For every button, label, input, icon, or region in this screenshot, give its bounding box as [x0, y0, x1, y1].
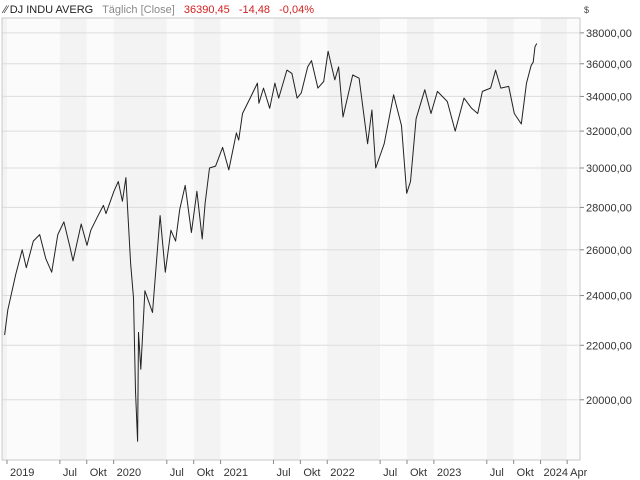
x-tick-label: Jul	[490, 467, 504, 479]
period-bands	[2, 18, 580, 460]
period-band	[166, 18, 194, 460]
price-change-percent: -0,04%	[279, 4, 314, 16]
period-band	[59, 18, 87, 460]
chart-legend: ⁄⁄ DJ INDU AVERG Täglich [Close] 36390,45…	[4, 3, 320, 17]
period-band	[327, 18, 381, 460]
plot-frame	[1, 17, 581, 461]
period-band	[6, 18, 60, 460]
period-band	[380, 18, 408, 460]
series-line	[4, 43, 538, 442]
last-price: 36390,45	[183, 4, 230, 16]
x-tick-label: 2022	[330, 467, 354, 479]
x-tick-label: Okt	[410, 467, 427, 479]
period-band	[567, 18, 580, 460]
period-band	[433, 18, 487, 460]
y-tick-label: 20000,00	[586, 395, 632, 407]
period-band	[220, 18, 274, 460]
y-tick-label: 24000,00	[586, 291, 632, 303]
y-tick-label: 38000,00	[586, 28, 632, 40]
series-group	[4, 43, 538, 442]
x-tick-label: 2019	[10, 467, 34, 479]
x-tick-label: Okt	[517, 467, 534, 479]
y-tick-label: 22000,00	[586, 340, 632, 352]
x-tick-label: Okt	[197, 467, 214, 479]
period-band	[86, 18, 114, 460]
y-tick-label: 28000,00	[586, 202, 632, 214]
grid-lines	[2, 32, 580, 401]
period-band	[193, 18, 221, 460]
x-tick-label: Apr	[570, 467, 587, 479]
instrument-name: DJ INDU AVERG	[9, 4, 94, 16]
x-tick-label: 2020	[117, 467, 141, 479]
x-axis: 2019 Jul Okt 2020 Jul Okt 2021 Jul Okt 2022 Jul Okt…	[6, 460, 588, 479]
y-tick-label: 32000,00	[586, 126, 632, 138]
y-tick-label: 26000,00	[586, 245, 632, 257]
period-band	[2, 18, 7, 460]
x-tick-label: Jul	[276, 467, 290, 479]
period-band	[407, 18, 434, 460]
period-band	[540, 18, 568, 460]
x-tick-label: Okt	[303, 467, 320, 479]
y-tick-label: 34000,00	[586, 91, 632, 103]
x-tick-label: 2023	[437, 467, 461, 479]
price-change: -14,48	[238, 4, 271, 16]
period-band	[273, 18, 301, 460]
period-band	[300, 18, 328, 460]
y-axis: 20000,00 22000,00 24000,00 26000,00 28000,00…	[580, 28, 632, 407]
y-tick-label: 36000,00	[586, 59, 632, 71]
x-tick-label: 2021	[224, 467, 248, 479]
chart-mode: Täglich [Close]	[102, 4, 175, 16]
x-tick-label: Okt	[90, 467, 107, 479]
x-tick-label: Jul	[383, 467, 397, 479]
period-band	[113, 18, 167, 460]
y-tick-label: 30000,00	[586, 163, 632, 175]
period-band	[486, 18, 514, 460]
period-band	[513, 18, 541, 460]
x-tick-label: 2024	[544, 467, 568, 479]
x-tick-label: Jul	[63, 467, 77, 479]
x-tick-label: Jul	[170, 467, 184, 479]
currency-symbol: $	[584, 5, 590, 15]
line-chart-icon: ⁄⁄	[4, 4, 8, 16]
